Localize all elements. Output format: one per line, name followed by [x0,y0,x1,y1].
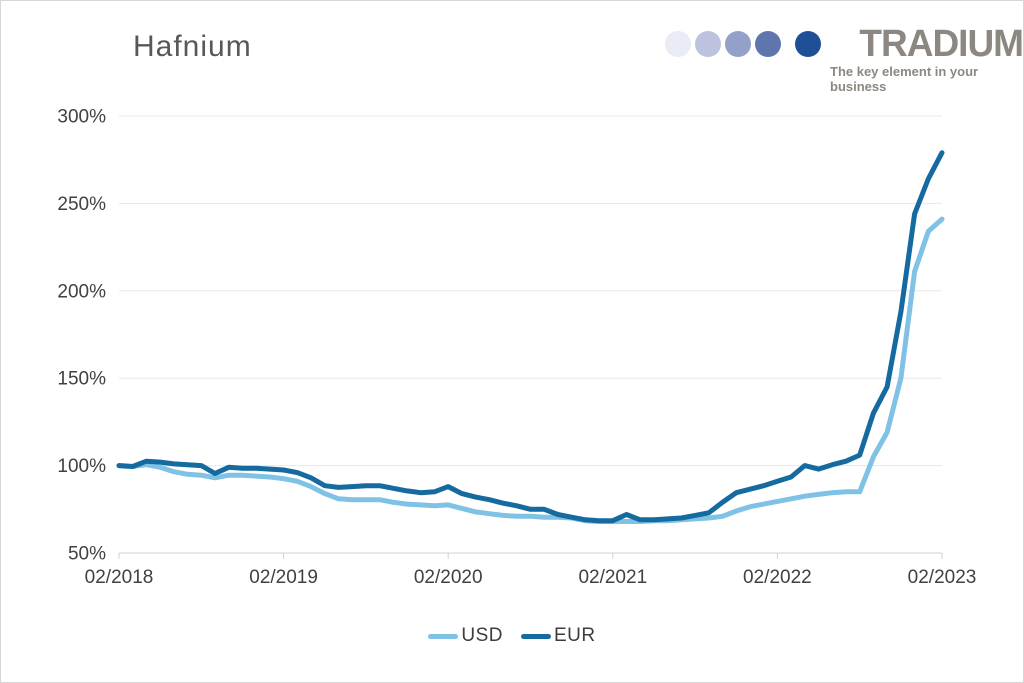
y-tick-label: 200% [57,281,106,302]
logo-dot-icon [725,31,751,57]
y-tick-label: 250% [57,194,106,215]
x-tick-label: 02/2021 [578,567,647,588]
y-tick-label: 300% [57,107,106,128]
usd-line [116,216,945,524]
legend-item-usd: USD [428,625,503,647]
logo-wordmark: TRADIUM [859,22,1023,65]
eur-line [116,150,945,524]
legend-label-usd: USD [461,625,503,646]
chart-legend: USD EUR [1,625,1023,647]
logo-dot-icon [695,31,721,57]
logo-dots-icon [665,31,821,57]
logo-tagline: The key element in your business [830,64,979,95]
y-tick-label: 100% [57,456,106,477]
eur-line-swatch-icon [521,633,551,639]
legend-item-eur: EUR [521,625,596,647]
page-title: Hafnium [133,30,252,63]
x-tick-label: 02/2018 [85,567,154,588]
logo-dot-icon [795,31,821,57]
legend-label-eur: EUR [554,625,596,646]
tradium-logo: TRADIUM The key element in your business [665,22,1023,95]
logo-dot-icon [665,31,691,57]
logo-dot-icon [755,31,781,57]
x-tick-label: 02/2023 [908,567,977,588]
x-tick-label: 02/2019 [249,567,318,588]
usd-line-swatch-icon [428,633,459,639]
y-tick-label: 150% [57,369,106,390]
x-tick-label: 02/2020 [414,567,483,588]
y-tick-label: 50% [68,544,106,565]
x-tick-label: 02/2022 [743,567,812,588]
